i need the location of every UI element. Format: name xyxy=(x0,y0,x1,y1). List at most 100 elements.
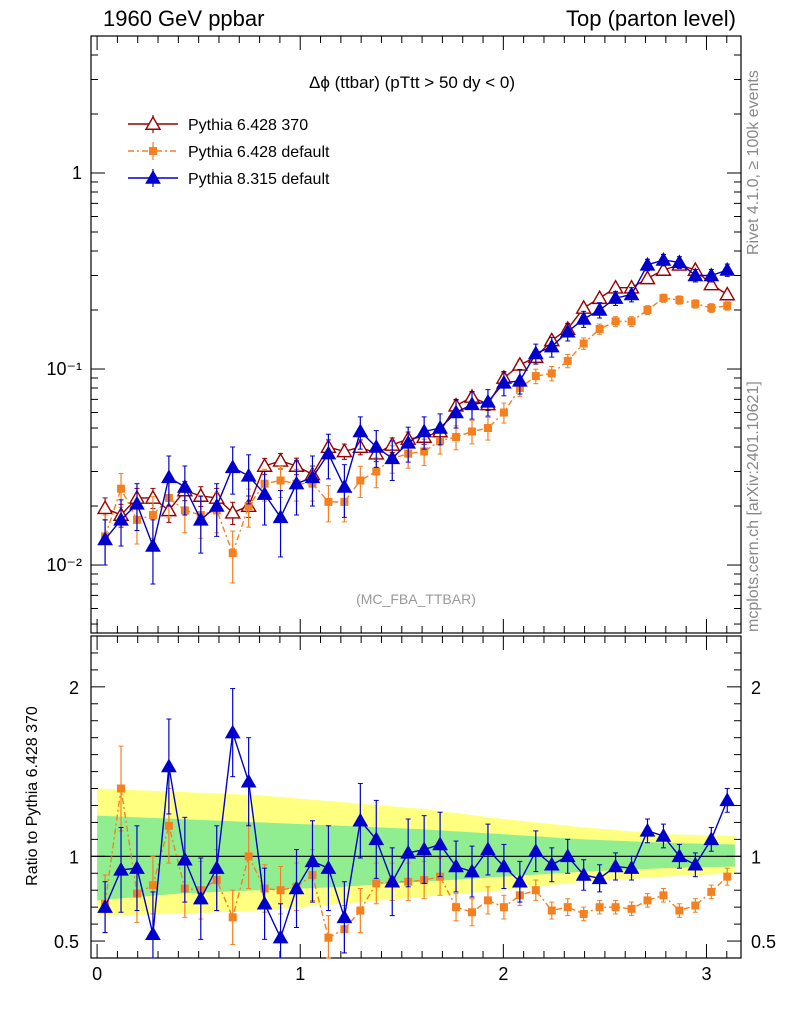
ratio-y-tick-label-left: 2 xyxy=(69,678,79,698)
ratio-point-pythia-8-315-default xyxy=(304,853,321,868)
data-point-pythia-8-315-default xyxy=(543,338,560,353)
ratio-point-pythia-8-315-default xyxy=(607,858,624,873)
ratio-point-pythia-8-315-default xyxy=(416,841,433,856)
ratio-point-pythia-8-315-default xyxy=(623,860,640,874)
data-point-pythia-8-315-default xyxy=(320,445,337,460)
ratio-point-pythia-8-315-default xyxy=(671,848,688,863)
data-point-pythia-8-315-default xyxy=(224,459,241,474)
ratio-point-pythia-8-315-default xyxy=(208,860,225,874)
ratio-point-pythia-8-315-default xyxy=(496,858,512,873)
data-point-pythia-6-428-default xyxy=(579,339,588,348)
data-point-pythia-6-428-370 xyxy=(272,452,289,467)
ratio-point-pythia-6-428-default xyxy=(452,903,461,912)
data-point-pythia-8-315-default xyxy=(256,486,273,500)
ratio-series-layer xyxy=(97,688,736,959)
data-point-pythia-6-428-default xyxy=(643,306,652,315)
ratio-uncertainty-bands xyxy=(97,788,735,916)
data-point-pythia-8-315-default xyxy=(192,511,209,526)
ratio-point-pythia-8-315-default xyxy=(559,848,576,863)
ratio-plot-frame: 0 1 2 3 0.5 0.5 1 1 2 2 xyxy=(54,635,776,984)
data-point-pythia-6-428-default xyxy=(372,467,381,476)
ratio-point-pythia-6-428-default xyxy=(148,881,157,890)
ratio-y-tick-label-left: 0.5 xyxy=(54,932,79,952)
data-point-pythia-8-315-default xyxy=(400,434,417,449)
data-point-pythia-6-428-default xyxy=(707,303,716,312)
data-point-pythia-8-315-default xyxy=(575,310,592,325)
data-point-pythia-6-428-default xyxy=(324,497,333,506)
legend-label-pythia-6-428-default: Pythia 6.428 default xyxy=(188,144,330,161)
data-point-pythia-8-315-default xyxy=(639,256,656,271)
data-point-pythia-6-428-370 xyxy=(336,442,353,458)
data-point-pythia-6-428-370 xyxy=(639,269,656,285)
data-point-pythia-8-315-default xyxy=(671,254,688,269)
ratio-point-pythia-8-315-default xyxy=(464,863,480,878)
data-point-pythia-8-315-default xyxy=(496,374,512,389)
ratio-point-pythia-8-315-default xyxy=(384,873,401,888)
ratio-y-tick-label-right: 2 xyxy=(751,678,761,698)
ratio-point-pythia-6-428-default xyxy=(659,891,668,900)
data-point-pythia-8-315-default xyxy=(240,467,257,482)
data-point-pythia-6-428-default xyxy=(563,356,572,365)
ratio-point-pythia-6-428-default xyxy=(611,903,620,912)
data-point-pythia-8-315-default xyxy=(272,509,289,524)
ratio-point-pythia-8-315-default xyxy=(400,844,417,859)
analysis-watermark: (MC_FBA_TTBAR) xyxy=(356,591,476,607)
legend-marker-pythia-8-315-default xyxy=(145,169,161,184)
data-point-pythia-6-428-default xyxy=(627,317,636,326)
ratio-point-pythia-6-428-default xyxy=(643,896,652,905)
y-tick-label: 10⁻¹ xyxy=(46,359,82,379)
data-point-pythia-6-428-default xyxy=(244,502,253,511)
series-line-pythia-8-315-default xyxy=(104,259,728,549)
data-point-pythia-8-315-default xyxy=(607,290,624,304)
ratio-point-pythia-8-315-default xyxy=(288,880,305,895)
ratio-point-pythia-8-315-default xyxy=(320,860,337,874)
data-point-pythia-6-428-default xyxy=(356,476,365,485)
ratio-y-tick-label-left: 1 xyxy=(69,847,79,867)
x-tick-label: 2 xyxy=(498,964,508,984)
header-process: Top (parton level) xyxy=(566,6,736,31)
ratio-point-pythia-6-428-default xyxy=(276,886,285,895)
data-point-pythia-8-315-default xyxy=(464,396,480,411)
ratio-point-pythia-8-315-default xyxy=(432,836,448,851)
data-point-pythia-6-428-default xyxy=(547,369,556,378)
ratio-point-pythia-8-315-default xyxy=(352,812,369,827)
ratio-point-pythia-8-315-default xyxy=(719,792,736,807)
x-tick-label: 1 xyxy=(295,964,305,984)
data-point-pythia-6-428-default xyxy=(420,447,429,456)
ratio-point-pythia-6-428-default xyxy=(579,909,588,918)
data-point-pythia-6-428-370 xyxy=(96,499,114,515)
data-point-pythia-6-428-default xyxy=(659,294,668,303)
ratio-point-pythia-8-315-default xyxy=(240,773,257,788)
ratio-point-pythia-6-428-default xyxy=(356,906,365,915)
data-point-pythia-6-428-default xyxy=(531,372,540,381)
legend-label-pythia-8-315-default: Pythia 8.315 default xyxy=(188,171,330,188)
ratio-point-pythia-8-315-default xyxy=(176,851,193,866)
ratio-point-pythia-6-428-default xyxy=(547,906,556,915)
ratio-point-pythia-6-428-default xyxy=(563,903,572,912)
x-tick-label: 3 xyxy=(701,964,711,984)
legend-label-pythia-6-428-370: Pythia 6.428 370 xyxy=(188,117,308,134)
ratio-point-pythia-8-315-default xyxy=(511,873,528,888)
ratio-plot-border xyxy=(90,635,742,959)
ratio-point-pythia-6-428-default xyxy=(691,901,700,910)
ratio-point-pythia-8-315-default xyxy=(687,856,704,871)
data-point-pythia-8-315-default xyxy=(384,450,401,465)
data-point-pythia-6-428-370 xyxy=(591,289,608,305)
main-plot-frame: 10⁻² 10⁻¹ 1 xyxy=(46,35,742,634)
ratio-point-pythia-8-315-default xyxy=(256,895,273,910)
main-plot-border xyxy=(90,35,742,634)
data-point-pythia-6-428-default xyxy=(276,476,285,485)
ratio-point-pythia-8-315-default xyxy=(224,724,241,739)
header-energy: 1960 GeV ppbar xyxy=(103,6,265,31)
ratio-point-pythia-8-315-default xyxy=(591,870,608,885)
ratio-point-pythia-8-315-default xyxy=(97,899,113,913)
data-point-pythia-8-315-default xyxy=(511,372,528,387)
data-point-pythia-8-315-default xyxy=(703,267,720,282)
ratio-point-pythia-6-428-default xyxy=(164,821,173,830)
ratio-point-pythia-8-315-default xyxy=(113,861,129,876)
ratio-point-pythia-6-428-default xyxy=(117,784,126,793)
legend-marker-pythia-6-428-370 xyxy=(144,115,162,130)
data-point-pythia-6-428-default xyxy=(675,295,684,304)
ratio-point-pythia-8-315-default xyxy=(368,831,385,846)
ratio-point-pythia-6-428-default xyxy=(483,896,492,905)
